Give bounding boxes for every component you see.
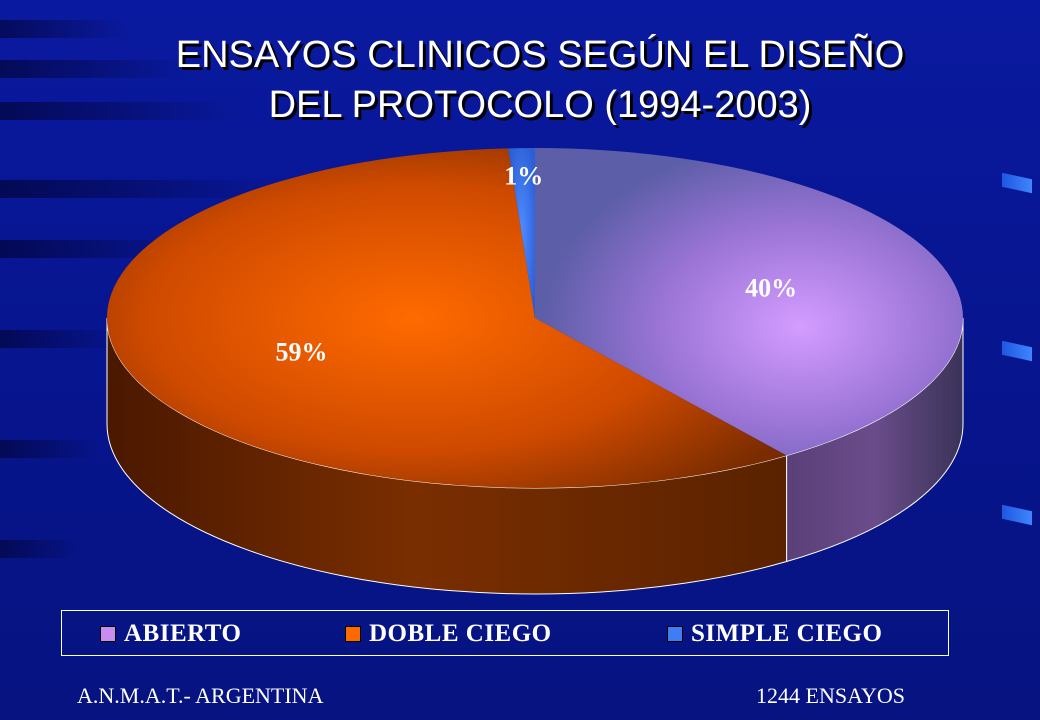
background-stripe (0, 20, 130, 38)
legend-swatch (667, 626, 683, 642)
data-label-doble-ciego: 59% (275, 337, 327, 366)
data-label-abierto: 40% (745, 274, 797, 303)
chart-title-line-2: DEL PROTOCOLO (1994-2003) (268, 84, 812, 126)
background-stripe (0, 60, 190, 78)
legend-item-doble-ciego: DOBLE CIEGO (345, 620, 552, 647)
legend-item-simple-ciego: SIMPLE CIEGO (667, 620, 883, 647)
legend-swatch (100, 626, 116, 642)
chart-title-line-1: ENSAYOS CLINICOS SEGÚN EL DISEÑO (175, 34, 905, 76)
legend-label: DOBLE CIEGO (369, 620, 552, 647)
footer-source: A.N.M.A.T.- ARGENTINA (77, 683, 324, 708)
legend-swatch (345, 626, 361, 642)
pie-slice-doble-ciego (106, 148, 787, 489)
legend-label: ABIERTO (124, 620, 242, 647)
footer-count: 1244 ENSAYOS (756, 683, 905, 708)
background-stripe (0, 102, 240, 120)
data-label-simple-ciego: 1% (504, 161, 543, 190)
pie-slice-abierto (535, 148, 963, 456)
background-stripe (0, 180, 280, 198)
chart-legend: ABIERTO DOBLE CIEGO SIMPLE CIEGO (61, 610, 949, 656)
legend-item-abierto: ABIERTO (100, 620, 242, 647)
legend-label: SIMPLE CIEGO (691, 620, 883, 647)
background-stripe (0, 440, 100, 458)
background-stripe (0, 330, 120, 348)
background-stripe (0, 540, 80, 558)
pie-slice-simple-ciego (508, 148, 535, 318)
